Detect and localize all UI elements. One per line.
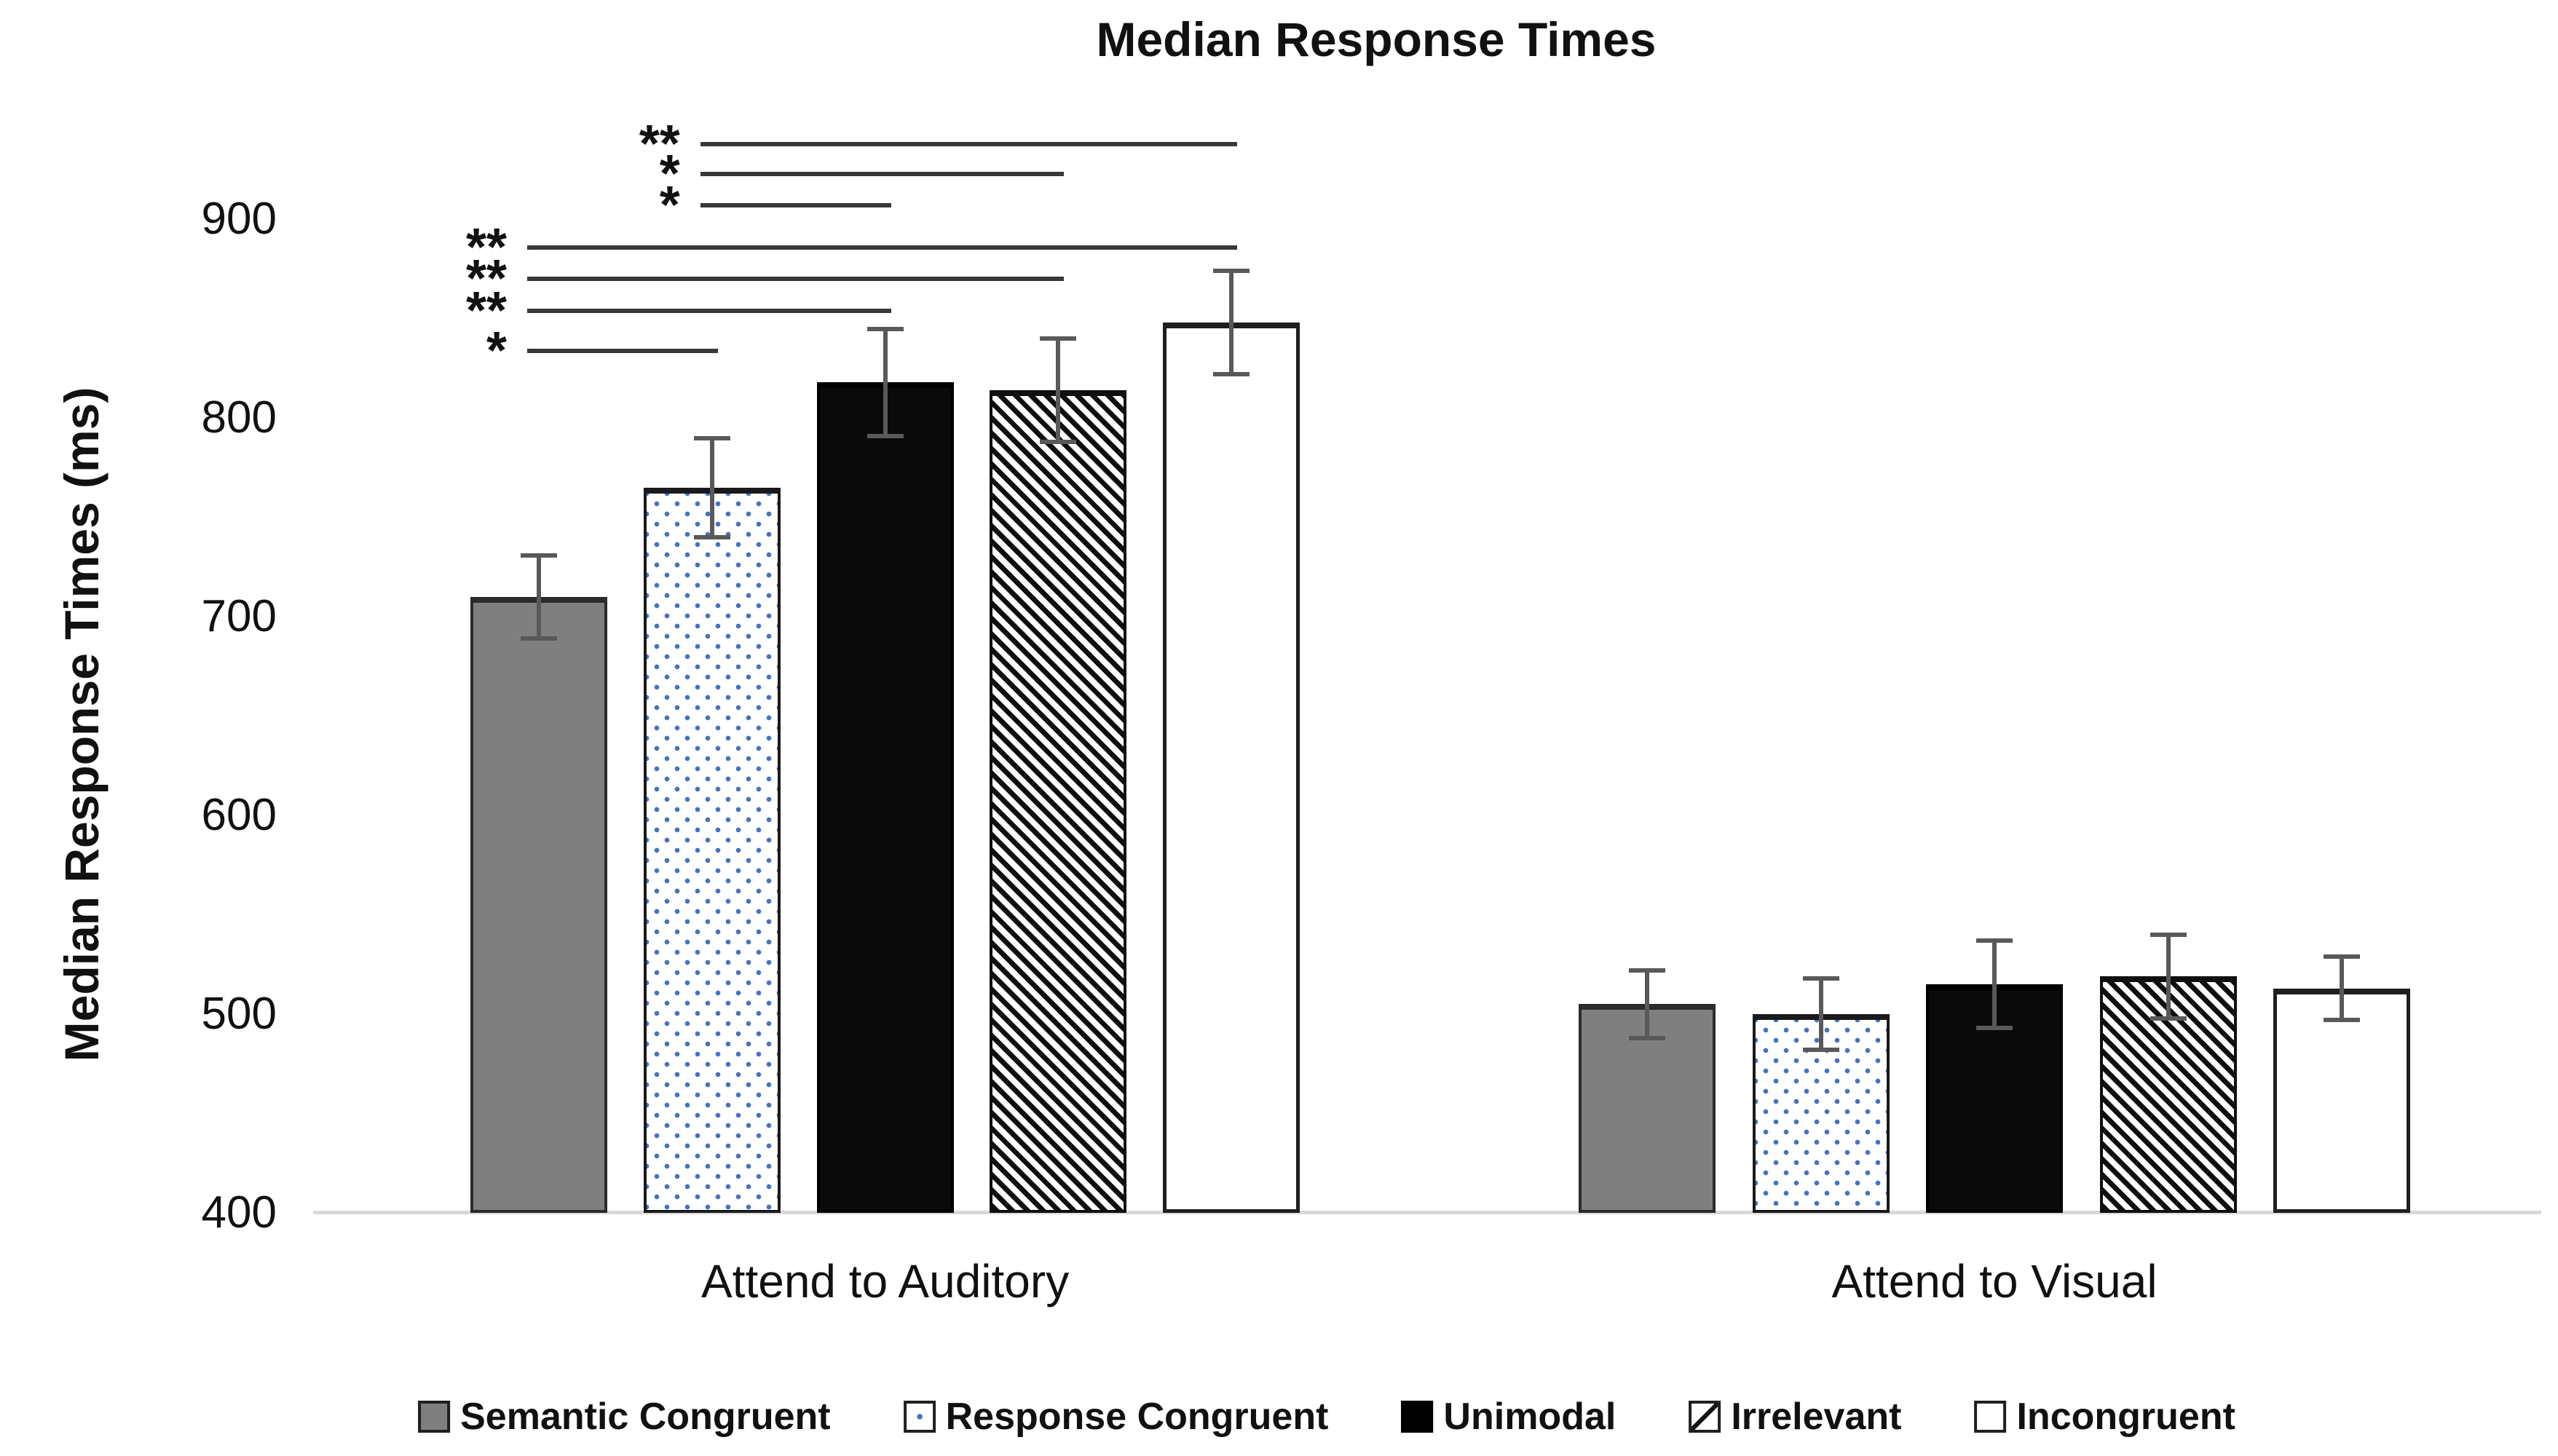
legend-item: Irrelevant (1689, 1395, 1901, 1439)
significance-line (700, 203, 891, 208)
error-bar-cap (2150, 932, 2187, 937)
y-tick-label: 900 (201, 194, 277, 245)
legend-label: Unimodal (1443, 1396, 1616, 1438)
legend-item: Unimodal (1401, 1395, 1616, 1439)
error-bar-line (883, 328, 888, 436)
significance-line (700, 171, 1065, 176)
error-bar-cap (1629, 968, 1665, 973)
legend-item: Incongruent (1974, 1395, 2235, 1439)
error-bar-line (537, 555, 541, 639)
bar-white-outline (2273, 988, 2410, 1213)
error-bar-line (1056, 339, 1061, 443)
error-bar-cap (1976, 1026, 2013, 1031)
legend-item: Semantic Congruent (418, 1395, 831, 1439)
legend-label: Incongruent (2016, 1396, 2235, 1438)
legend-swatch-diagonal-hatch (1689, 1401, 1721, 1433)
error-bar-cap (1802, 1048, 1839, 1053)
error-bar-line (1992, 941, 1997, 1029)
bar-white-outline (1163, 323, 1300, 1213)
error-bar-cap (1629, 1035, 1665, 1040)
legend-swatch-blue-dotted (903, 1401, 936, 1433)
x-axis-baseline (313, 1211, 2541, 1214)
significance-stars: ** (465, 218, 507, 277)
error-bar-cap (1040, 336, 1077, 341)
error-bar-cap (2150, 1016, 2187, 1021)
significance-line (700, 141, 1238, 146)
error-bar-line (709, 438, 714, 538)
bar-solid-black (816, 382, 954, 1213)
plot-area: * ** ** ** * * ** (313, 114, 2541, 1213)
y-axis-title: Median Response Times (ms) (55, 387, 108, 1062)
legend-swatch-white-outline (1974, 1401, 2007, 1433)
error-bar-cap (1213, 269, 1250, 274)
legend-label: Irrelevant (1731, 1396, 1902, 1438)
error-bar-cap (1976, 938, 2013, 943)
error-bar-cap (521, 553, 557, 558)
error-bar-cap (1802, 976, 1839, 981)
legend-label: Response Congruent (945, 1396, 1329, 1438)
significance-stars: ** (465, 281, 507, 340)
category-label: Attend to Auditory (700, 1255, 1070, 1307)
bar-blue-dotted (643, 487, 781, 1213)
y-tick-label: 600 (201, 790, 277, 841)
bar-diagonal-hatch (990, 390, 1127, 1213)
error-bar-cap (693, 535, 730, 540)
error-bar-line (2166, 934, 2171, 1018)
error-bar-line (2340, 956, 2344, 1021)
error-bar-cap (693, 435, 730, 440)
y-tick-label: 400 (201, 1187, 277, 1238)
error-bar-line (1645, 970, 1649, 1038)
significance-stars: * (659, 176, 680, 235)
error-bar-cap (867, 326, 904, 331)
significance-line (527, 277, 1065, 282)
significance-stars: * (486, 321, 507, 380)
chart-title: Median Response Times (1096, 12, 1657, 66)
legend-item: Response Congruent (903, 1395, 1329, 1439)
legend-swatch-solid-gray (418, 1401, 451, 1433)
error-bar-line (1818, 978, 1823, 1051)
error-bar-cap (521, 636, 557, 641)
error-bar-cap (1213, 372, 1250, 377)
y-tick-label: 800 (201, 392, 277, 443)
error-bar-cap (1040, 440, 1077, 445)
significance-stars: ** (465, 250, 507, 309)
y-tick-label: 700 (201, 591, 277, 642)
significance-stars: ** (639, 114, 680, 173)
error-bar-cap (867, 433, 904, 438)
bar-solid-gray (470, 596, 607, 1213)
significance-line (527, 245, 1238, 250)
y-tick-label: 500 (201, 989, 277, 1040)
error-bar-line (1229, 271, 1234, 375)
category-label: Attend to Visual (1831, 1255, 2158, 1307)
error-bar-cap (2324, 1018, 2360, 1023)
legend-swatch-solid-black (1401, 1401, 1434, 1433)
significance-line (527, 348, 718, 353)
error-bar-cap (2324, 954, 2360, 959)
significance-line (527, 308, 891, 313)
legend: Semantic Congruent Response Congruent Unim… (418, 1395, 2235, 1439)
significance-stars: * (659, 144, 680, 203)
legend-label: Semantic Congruent (460, 1396, 831, 1438)
